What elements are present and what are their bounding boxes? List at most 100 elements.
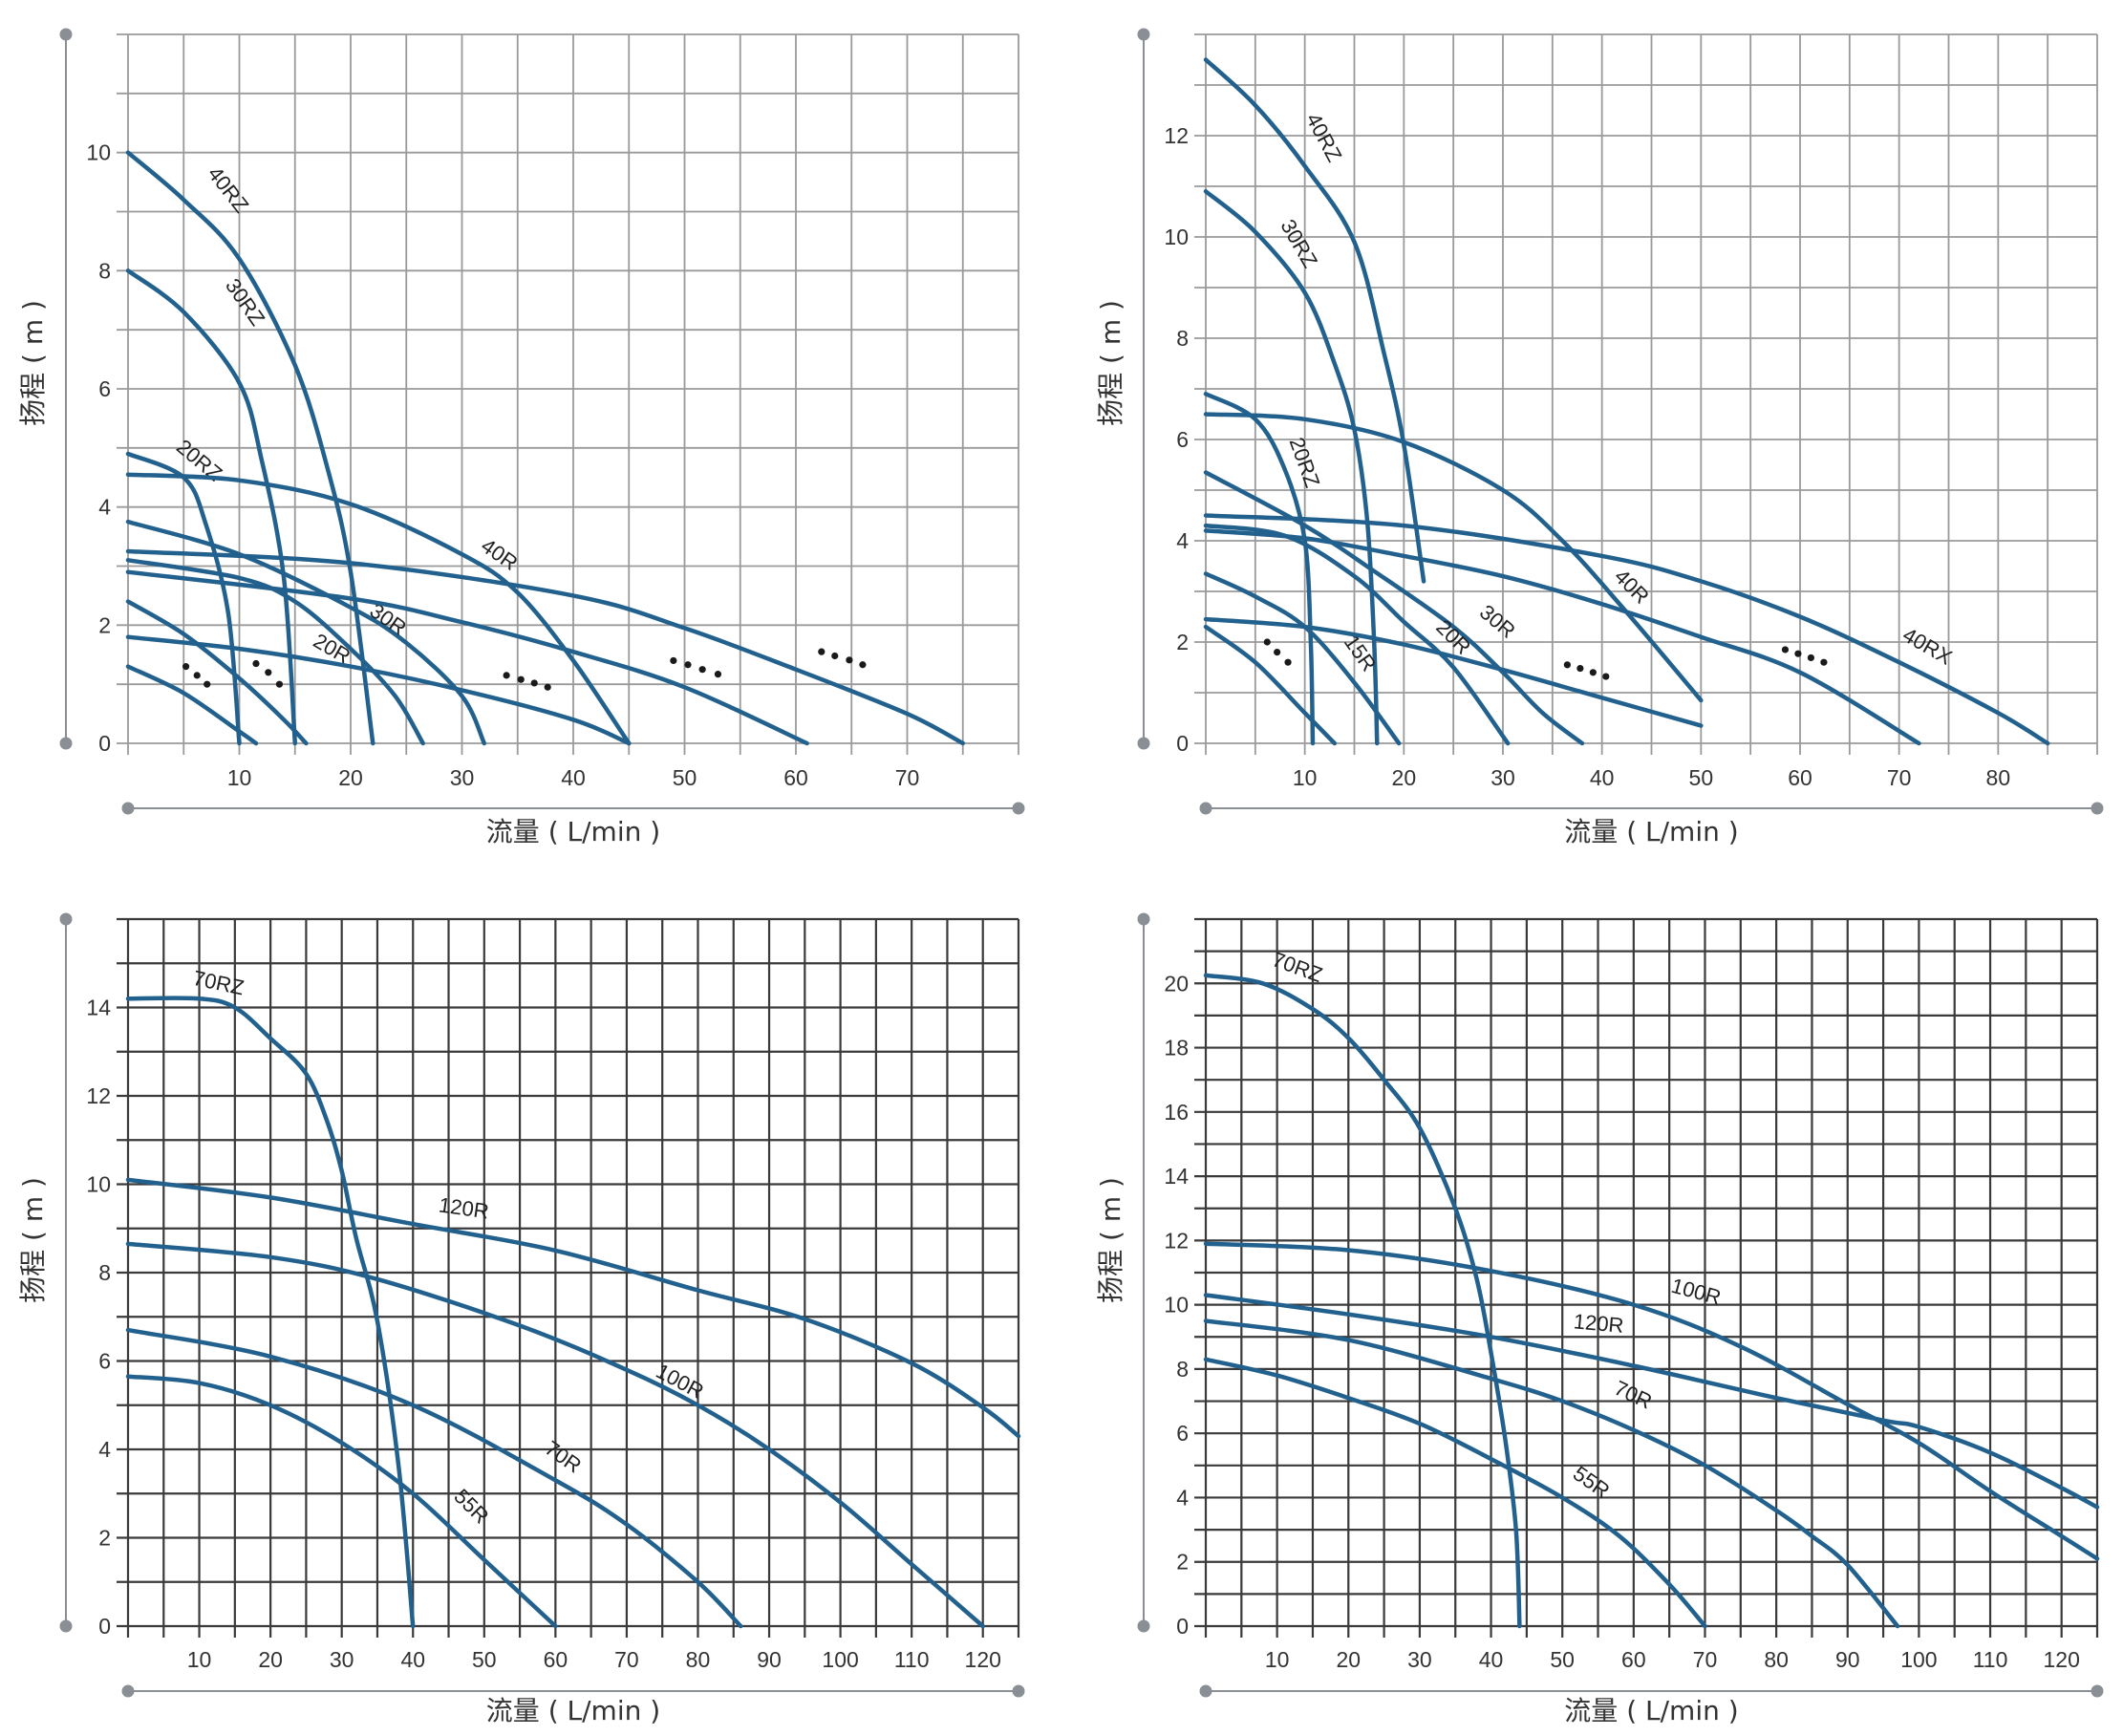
curve-70rz (1203, 973, 1522, 1629)
x-tick-label: 40 (1590, 765, 1615, 790)
y-tick-label: 2 (98, 1526, 111, 1551)
y-tick-label: 2 (98, 612, 111, 637)
ellipsis-marker (670, 656, 722, 678)
y-axis-title: 扬程 ( m ) (1095, 1177, 1126, 1303)
marker-dot (204, 680, 211, 688)
y-tick-label: 16 (1164, 1100, 1189, 1125)
x-tick-label: 40 (400, 1647, 425, 1672)
axis-end-dot (1012, 1684, 1025, 1698)
marker-dot (1563, 661, 1571, 669)
curve-label: 70R (541, 1436, 586, 1478)
marker-dot (1284, 658, 1292, 666)
curve-70r (125, 1327, 743, 1629)
y-tick-label: 0 (1176, 731, 1189, 756)
x-tick-label: 60 (544, 1647, 568, 1672)
curve-120r (125, 1177, 1021, 1439)
marker-dot (818, 648, 826, 655)
x-tick-label: 30 (1407, 1647, 1432, 1672)
curve-40rz (125, 150, 375, 746)
chart-1: 10 20 30 40 50 60 70 0 2 4 6 8 10 流量 ( L/min ) 扬程 ( m … (17, 28, 1025, 847)
curve-30rz (1203, 189, 1380, 746)
marker-dot (1589, 669, 1597, 676)
x-tick-label: 50 (1689, 765, 1714, 790)
y-axis-title: 扬程 ( m ) (17, 1177, 49, 1303)
marker-dot (530, 679, 538, 687)
y-tick-label: 6 (1176, 427, 1189, 452)
axis-end-dot (59, 28, 73, 41)
curve-unlabeled (125, 664, 259, 746)
x-tick-label: 100 (822, 1647, 858, 1672)
curve-label: 55R (449, 1484, 493, 1528)
x-tick-label: 40 (1479, 1647, 1504, 1672)
x-tick-label: 20 (1336, 1647, 1361, 1672)
y-tick-label: 0 (1176, 1614, 1189, 1639)
marker-dot (1794, 650, 1802, 657)
x-tick-label: 80 (1986, 765, 2011, 790)
ellipsis-marker (1563, 661, 1610, 680)
x-tick-label: 10 (227, 765, 252, 790)
x-tick-label: 100 (1900, 1647, 1937, 1672)
x-tick-label: 10 (187, 1647, 212, 1672)
y-tick-label: 10 (1164, 1293, 1189, 1318)
curve-40r (1203, 412, 1704, 703)
marker-dot (1576, 664, 1584, 673)
x-tick-label: 50 (1550, 1647, 1575, 1672)
marker-dot (859, 661, 867, 669)
x-tick-label: 60 (1788, 765, 1812, 790)
axis-end-dot (1137, 737, 1150, 750)
marker-dot (1602, 673, 1610, 680)
marker-dot (503, 672, 510, 679)
y-tick-label: 8 (1176, 326, 1189, 351)
axis-end-dot (1137, 28, 1150, 41)
marker-dot (275, 680, 284, 688)
curve-label: 120R (1573, 1309, 1625, 1337)
x-tick-label: 50 (673, 765, 697, 790)
curve-55r (125, 1374, 558, 1629)
y-axis-title: 扬程 ( m ) (1095, 300, 1126, 426)
y-tick-label: 18 (1164, 1036, 1189, 1061)
chart-3: 10 20 30 40 50 60 70 80 90 100 110 120 0 2 4 6 8 10 12 14 流量… (17, 912, 1025, 1726)
x-tick-label: 70 (895, 765, 920, 790)
ellipsis-marker (818, 648, 867, 669)
x-tick-label: 70 (614, 1647, 639, 1672)
curve-unlabeled (125, 599, 309, 746)
marker-dot (252, 659, 260, 668)
marker-dot (846, 656, 853, 664)
marker-dot (831, 652, 839, 660)
y-tick-label: 2 (1176, 630, 1189, 654)
curve-label: 40R (477, 533, 522, 575)
curve-70rz (125, 996, 416, 1629)
curve-30rz (125, 268, 298, 746)
x-tick-label: 30 (1490, 765, 1515, 790)
axis-end-dot (59, 1619, 73, 1633)
curve-label: 30R (1475, 600, 1520, 643)
axis-end-dot (59, 737, 73, 750)
x-tick-label: 80 (1764, 1647, 1789, 1672)
marker-dot (1781, 646, 1790, 654)
curve-100r (125, 1241, 985, 1629)
curve-40rz (1203, 57, 1426, 584)
x-tick-label: 20 (1392, 765, 1417, 790)
y-tick-label: 4 (1176, 528, 1189, 553)
curve-20rz (1203, 392, 1316, 746)
axis-end-dot (1137, 1619, 1150, 1633)
axis-end-dot (2091, 802, 2104, 815)
x-tick-label: 20 (338, 765, 363, 790)
curve-40r (125, 472, 632, 746)
x-tick-label: 70 (1887, 765, 1912, 790)
marker-dot (1274, 649, 1281, 656)
y-tick-label: 12 (1164, 1228, 1189, 1253)
x-tick-label: 90 (1835, 1647, 1860, 1672)
y-tick-label: 4 (98, 495, 111, 520)
marker-dot (193, 672, 201, 679)
curve-unlabeled (1203, 616, 1704, 728)
x-tick-label: 30 (330, 1647, 354, 1672)
marker-dot (1820, 658, 1828, 666)
y-tick-label: 8 (1176, 1357, 1189, 1382)
curve-120r (1203, 1293, 2100, 1510)
curve-unlabeled (125, 634, 632, 746)
curve-unlabeled (1203, 624, 1338, 746)
ellipsis-marker (252, 659, 284, 688)
x-axis-title: 流量 ( L/min ) (486, 1695, 660, 1726)
